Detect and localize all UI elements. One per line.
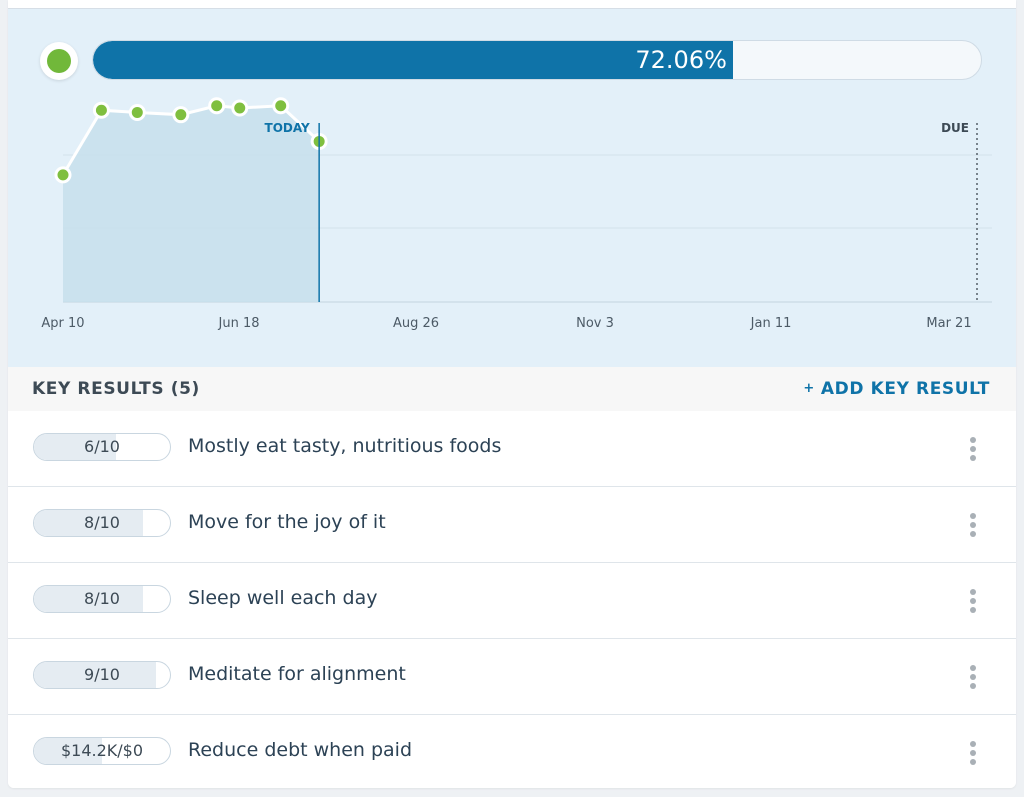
objective-progress-fill: 72.06% [93,41,733,79]
key-result-progress-fill [34,738,102,764]
chart-point[interactable] [54,166,72,184]
objective-progress-text: 72.06% [635,46,727,74]
key-results-header: KEY RESULTS (5) + ADD KEY RESULT [8,367,1016,412]
x-tick-label: Nov 3 [576,316,614,331]
key-result-value: 9/10 [84,665,120,684]
key-result-value: 8/10 [84,513,120,532]
chart-point[interactable] [231,99,249,117]
key-results-list: 6/10 Mostly eat tasty, nutritious foods … [8,411,1016,788]
key-result-progress-pill[interactable]: $14.2K/$0 [33,737,171,765]
key-results-title: KEY RESULTS (5) [32,379,200,399]
key-result-label[interactable]: Mostly eat tasty, nutritious foods [188,435,502,457]
x-tick-label: Aug 26 [393,316,439,331]
key-result-progress-pill[interactable]: 6/10 [33,433,171,461]
key-result-progress-pill[interactable]: 9/10 [33,661,171,689]
more-options-icon[interactable] [966,437,980,463]
more-options-icon[interactable] [966,665,980,691]
chart-point[interactable] [172,106,190,124]
chart-area [63,105,320,302]
key-result-label[interactable]: Meditate for alignment [188,663,406,685]
key-result-label[interactable]: Move for the joy of it [188,511,386,533]
x-tick-label: Mar 21 [926,316,971,331]
more-options-icon[interactable] [966,741,980,767]
key-result-row[interactable]: 8/10 Sleep well each day [8,563,1016,639]
key-result-progress-pill[interactable]: 8/10 [33,585,171,613]
key-result-progress-fill [34,662,157,688]
x-tick-label: Apr 10 [41,316,84,331]
key-result-progress-fill [34,586,143,612]
objective-progress-bar: 72.06% [92,40,982,80]
key-result-row[interactable]: $14.2K/$0 Reduce debt when paid [8,715,1016,788]
key-result-value: $14.2K/$0 [60,741,144,760]
chart-point[interactable] [92,101,110,119]
more-options-icon[interactable] [966,589,980,615]
key-result-row[interactable]: 6/10 Mostly eat tasty, nutritious foods [8,411,1016,487]
key-result-value: 8/10 [84,589,120,608]
x-tick-label: Jun 18 [218,316,260,331]
objective-card: 72.06% TODAY DUE Apr 10 Jun 18 Aug 26 Nov 3… [8,0,1016,788]
progress-chart: TODAY DUE Apr 10 Jun 18 Aug 26 Nov 3 Jan 11 M… [41,97,992,331]
add-key-result-label: ADD KEY RESULT [820,379,990,399]
chart-point[interactable] [208,97,226,115]
key-result-row[interactable]: 9/10 Meditate for alignment [8,639,1016,715]
key-result-progress-pill[interactable]: 8/10 [33,509,171,537]
due-marker-label: DUE [941,121,969,135]
key-result-label[interactable]: Sleep well each day [188,587,378,609]
more-options-icon[interactable] [966,513,980,539]
today-marker-label: TODAY [265,121,310,135]
status-indicator-icon [40,42,78,80]
add-key-result-button[interactable]: + ADD KEY RESULT [803,379,990,399]
plus-icon: + [803,381,815,396]
key-result-progress-fill [34,434,116,460]
chart-point[interactable] [272,97,290,115]
objective-overview: 72.06% TODAY DUE Apr 10 Jun 18 Aug 26 Nov 3… [8,9,1016,368]
x-tick-label: Jan 11 [750,316,792,331]
chart-point[interactable] [128,103,146,121]
key-result-row[interactable]: 8/10 Move for the joy of it [8,487,1016,563]
key-result-label[interactable]: Reduce debt when paid [188,739,413,761]
key-result-progress-fill [34,510,143,536]
card-top-border [8,0,1016,9]
key-result-value: 6/10 [84,437,120,456]
